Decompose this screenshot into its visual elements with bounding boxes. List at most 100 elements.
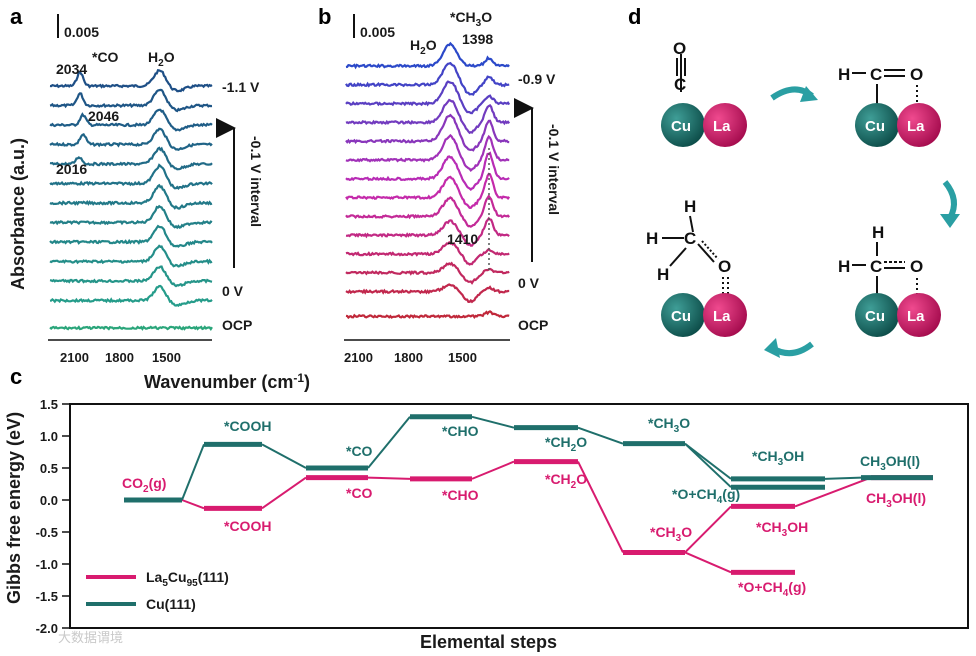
panel-a-interval-label: -0.1 V interval: [248, 136, 264, 227]
label-pink-ch3o: *CH3O: [650, 524, 692, 544]
panel-a-bottom-potential: 0 V: [222, 283, 244, 299]
label-co2: CO2(g): [122, 475, 166, 495]
panel-c: c 1.5 1.0 0.5 0.0 -0.5 -1.0 -1.5 -2.0 Gibbs fre…: [4, 364, 969, 652]
label-pink-o-ch4: *O+CH4(g): [738, 579, 806, 599]
spectrum-trace: [345, 283, 510, 304]
state-ch3o: H H C H O Cu La: [646, 197, 747, 337]
atom-c: C: [870, 65, 882, 84]
spectrum-trace: [345, 240, 510, 266]
label-pink-co: *CO: [346, 485, 373, 501]
atom-o: O: [910, 257, 923, 276]
atom-o: O: [910, 65, 923, 84]
spectrum-trace: [49, 204, 213, 230]
spectrum-trace: [345, 194, 511, 228]
spectrum-trace: [345, 80, 511, 115]
spectrum-trace: [49, 146, 213, 171]
watermark: 大数据谓境: [58, 631, 123, 646]
cu-ball: [661, 293, 705, 337]
spectrum-trace: [49, 265, 213, 288]
y-tick-label: -1.0: [36, 557, 58, 572]
panels-ab-ylabel: Absorbance (a.u.): [8, 138, 28, 290]
panel-c-energy-profile: [124, 414, 933, 575]
state-ch2o: H H C O Cu La: [838, 223, 941, 337]
legend-label-cu111: Cu(111): [146, 596, 196, 612]
panel-b-spectra: [345, 41, 511, 320]
panel-a: a 0.005 *CO H2O 2034 2046 2016 -1.1 V 0 …: [10, 4, 264, 365]
panel-b-ocp-label: OCP: [518, 317, 548, 333]
spectrum-trace: [345, 216, 510, 247]
atom-c: C: [684, 229, 696, 248]
panel-b-xtick-1500: 1500: [448, 350, 477, 365]
atom-c: C: [870, 257, 882, 276]
y-tick-label: -1.5: [36, 589, 58, 604]
panel-a-2046-label: 2046: [88, 108, 119, 124]
atom-h: H: [684, 197, 696, 216]
spectrum-trace: [49, 68, 213, 93]
cycle-arrow-3-head: [764, 338, 780, 358]
la-ball: [703, 293, 747, 337]
label-teal-o-ch4: *O+CH4(g): [672, 486, 740, 506]
spectrum-trace: [345, 261, 510, 285]
panel-b-xtick-1800: 1800: [394, 350, 423, 365]
panel-c-letter: c: [10, 364, 22, 389]
la-label: La: [713, 118, 731, 135]
la-ball: [897, 293, 941, 337]
spectrum-trace: [345, 41, 510, 70]
panel-d-letter: d: [628, 4, 641, 29]
la-label: La: [907, 308, 925, 325]
energy-connector: [367, 416, 411, 469]
panel-b: b 0.005 *CH3O H2O 1398 1410 -0.9 V 0 V O…: [318, 4, 562, 365]
panel-b-letter: b: [318, 4, 331, 29]
energy-connector: [471, 460, 515, 480]
panel-c-frame: [69, 403, 969, 629]
spectrum-trace: [49, 244, 213, 268]
spectrum-trace: [345, 98, 511, 135]
spectrum-trace: [345, 113, 510, 152]
spectrum-trace: [345, 151, 510, 191]
atom-c: C: [674, 75, 686, 94]
spectrum-trace: [345, 310, 510, 320]
spectrum-trace: [49, 108, 213, 132]
label-pink-cooh: *COOH: [224, 518, 271, 534]
energy-connector: [261, 443, 307, 469]
la-label: La: [713, 308, 731, 325]
energy-connector: [471, 415, 515, 429]
atom-o: O: [718, 257, 731, 276]
spectrum-trace: [49, 88, 213, 113]
cu-label: Cu: [865, 118, 885, 135]
panel-b-scale-label: 0.005: [360, 24, 395, 40]
label-teal-cooh: *COOH: [224, 418, 271, 434]
spectrum-trace: [345, 133, 510, 173]
panel-b-1410-label: 1410: [447, 231, 478, 247]
cu-ball: [661, 103, 705, 147]
atom-h: H: [838, 65, 850, 84]
la-ball: [897, 103, 941, 147]
panel-a-2016-label: 2016: [56, 161, 87, 177]
panel-c-y-axis: 1.5 1.0 0.5 0.0 -0.5 -1.0 -1.5 -2.0: [36, 397, 70, 636]
cu-ball: [855, 103, 899, 147]
y-tick-label: -0.5: [36, 525, 58, 540]
label-pink-final: CH3OH(l): [866, 490, 926, 510]
energy-connector: [684, 505, 732, 554]
energy-connector: [577, 426, 624, 445]
energy-connector: [684, 442, 732, 488]
energy-connector: [181, 443, 205, 501]
la-ball: [703, 103, 747, 147]
cycle-arrow-1-head: [800, 86, 818, 102]
panel-c-ylabel: Gibbs free energy (eV): [4, 412, 24, 604]
spectrum-trace: [345, 61, 510, 96]
panel-a-spectra: [49, 68, 213, 332]
panel-a-scale-label: 0.005: [64, 24, 99, 40]
spectrum-trace: [49, 127, 213, 152]
panel-c-xlabel: Elemental steps: [420, 632, 557, 652]
y-tick-label: 0.5: [40, 461, 58, 476]
energy-connector: [181, 499, 205, 510]
label-pink-ch2o: *CH2O: [545, 471, 587, 491]
label-pink-cho: *CHO: [442, 487, 479, 503]
panel-a-letter: a: [10, 4, 23, 29]
energy-connector: [684, 442, 732, 480]
spectrum-trace: [49, 224, 213, 248]
cycle-arrow-2-head: [940, 214, 960, 228]
panel-a-xtick-1500: 1500: [152, 350, 181, 365]
